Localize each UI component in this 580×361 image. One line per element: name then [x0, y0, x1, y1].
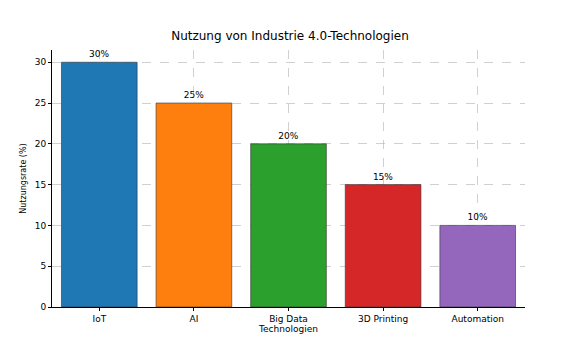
svg-text:25: 25 — [35, 98, 46, 108]
svg-text:10%: 10% — [467, 212, 487, 222]
svg-text:20%: 20% — [278, 131, 298, 141]
svg-text:0: 0 — [40, 302, 46, 312]
svg-text:Technologien: Technologien — [258, 324, 318, 334]
svg-text:5: 5 — [40, 261, 46, 271]
svg-text:25%: 25% — [184, 90, 204, 100]
svg-text:Nutzungsrate (%): Nutzungsrate (%) — [19, 143, 28, 213]
svg-text:Big Data: Big Data — [269, 314, 308, 324]
svg-text:15%: 15% — [373, 172, 393, 182]
svg-text:Automation: Automation — [451, 314, 503, 324]
svg-text:10: 10 — [35, 221, 47, 231]
svg-text:30: 30 — [35, 57, 47, 67]
svg-text:30%: 30% — [89, 49, 109, 59]
svg-text:Nutzung von Industrie 4.0-Tech: Nutzung von Industrie 4.0-Technologien — [171, 29, 409, 43]
svg-text:3D Printing: 3D Printing — [358, 314, 408, 324]
svg-text:AI: AI — [189, 314, 198, 324]
svg-text:20: 20 — [35, 139, 47, 149]
svg-text:IoT: IoT — [92, 314, 106, 324]
svg-text:15: 15 — [35, 180, 46, 190]
